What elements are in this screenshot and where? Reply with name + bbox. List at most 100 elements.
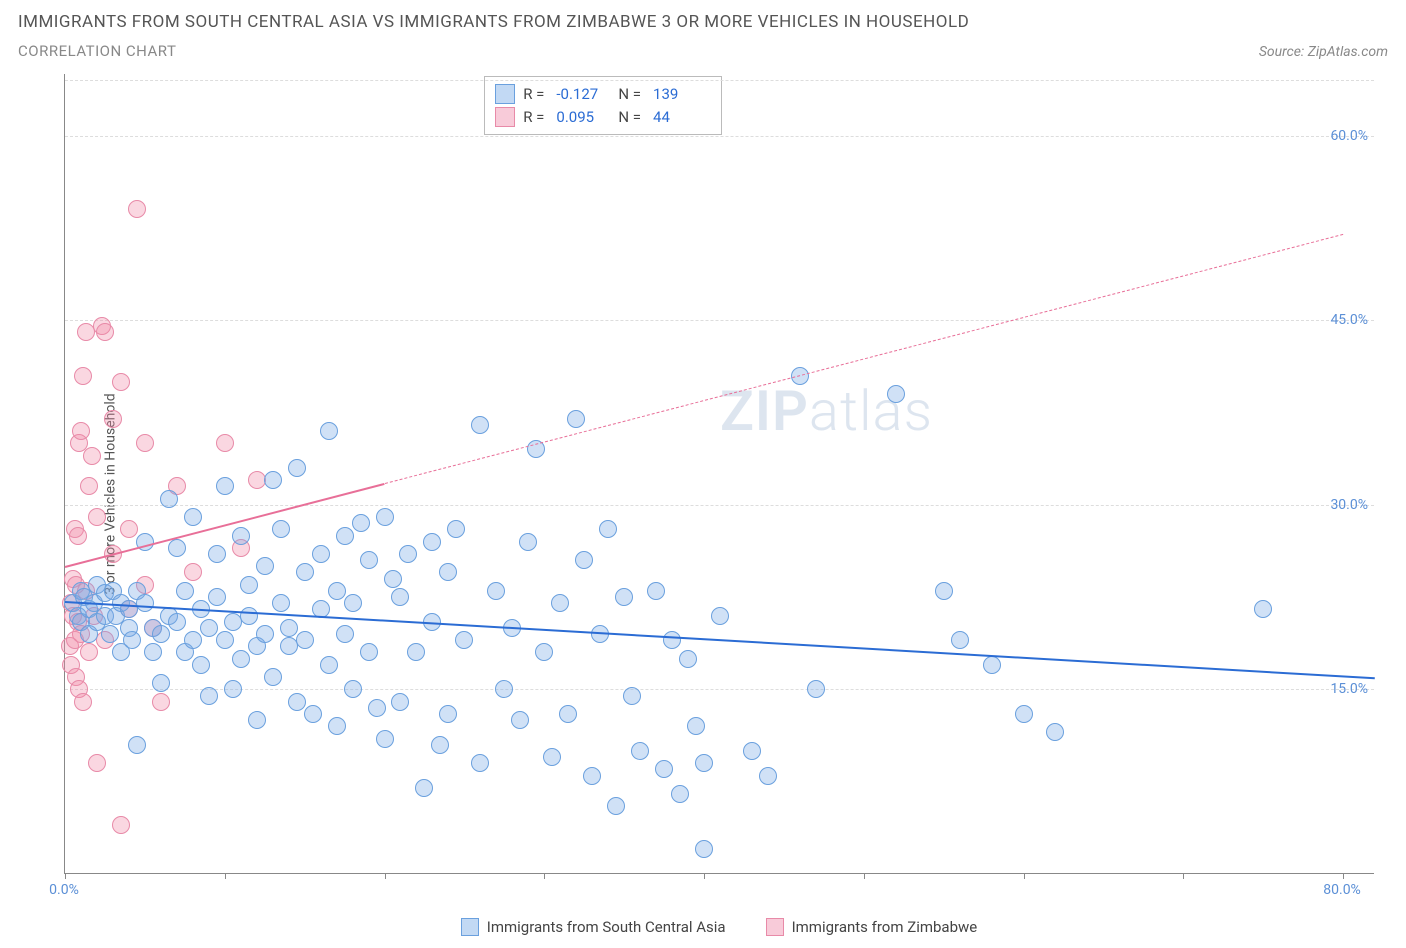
- scatter-point-a: [495, 680, 513, 698]
- scatter-point-a: [304, 705, 322, 723]
- scatter-point-a: [296, 631, 314, 649]
- scatter-point-a: [344, 680, 362, 698]
- scatter-point-a: [168, 539, 186, 557]
- x-tick: [385, 873, 386, 879]
- n-label-b: N =: [618, 106, 641, 129]
- scatter-point-a: [679, 650, 697, 668]
- scatter-point-a: [559, 705, 577, 723]
- scatter-point-a: [136, 594, 154, 612]
- x-tick: [704, 873, 705, 879]
- scatter-point-b: [128, 200, 146, 218]
- swatch-series-a: [495, 84, 515, 104]
- scatter-point-a: [615, 588, 633, 606]
- swatch-series-b: [495, 107, 515, 127]
- scatter-point-a: [391, 588, 409, 606]
- swatch-b-icon: [766, 918, 784, 936]
- legend-label-b: Immigrants from Zimbabwe: [792, 918, 978, 936]
- scatter-point-b: [88, 508, 106, 526]
- gridline: [65, 80, 1374, 81]
- scatter-point-a: [471, 416, 489, 434]
- scatter-point-a: [224, 680, 242, 698]
- scatter-point-a: [248, 711, 266, 729]
- scatter-point-a: [607, 797, 625, 815]
- scatter-point-a: [296, 563, 314, 581]
- chart-subtitle: CORRELATION CHART: [18, 42, 969, 60]
- scatter-point-b: [83, 447, 101, 465]
- trend-line: [384, 234, 1343, 484]
- x-tick: [864, 873, 865, 879]
- scatter-point-a: [208, 588, 226, 606]
- scatter-point-b: [120, 520, 138, 538]
- scatter-point-a: [123, 631, 141, 649]
- scatter-point-a: [671, 785, 689, 803]
- x-tick: [225, 873, 226, 879]
- x-tick: [1343, 873, 1344, 879]
- scatter-point-a: [312, 545, 330, 563]
- scatter-point-a: [983, 656, 1001, 674]
- scatter-point-a: [184, 631, 202, 649]
- r-label-a: R =: [523, 83, 544, 106]
- scatter-point-a: [471, 754, 489, 772]
- scatter-point-a: [152, 625, 170, 643]
- scatter-point-a: [320, 656, 338, 674]
- scatter-point-a: [208, 545, 226, 563]
- scatter-point-a: [399, 545, 417, 563]
- scatter-point-a: [200, 619, 218, 637]
- scatter-point-b: [69, 527, 87, 545]
- scatter-point-a: [935, 582, 953, 600]
- scatter-point-a: [887, 385, 905, 403]
- scatter-point-a: [320, 422, 338, 440]
- scatter-point-a: [240, 576, 258, 594]
- scatter-point-a: [272, 594, 290, 612]
- scatter-point-b: [80, 477, 98, 495]
- scatter-point-a: [336, 527, 354, 545]
- scatter-point-a: [695, 754, 713, 772]
- chart-title: IMMIGRANTS FROM SOUTH CENTRAL ASIA VS IM…: [18, 12, 969, 32]
- scatter-point-a: [535, 643, 553, 661]
- n-value-b: 44: [653, 106, 707, 129]
- scatter-point-b: [136, 434, 154, 452]
- scatter-point-b: [112, 816, 130, 834]
- scatter-point-a: [256, 557, 274, 575]
- scatter-point-a: [328, 717, 346, 735]
- source-label: Source: ZipAtlas.com: [1259, 44, 1388, 60]
- scatter-point-b: [96, 323, 114, 341]
- scatter-point-a: [583, 767, 601, 785]
- scatter-point-a: [376, 730, 394, 748]
- x-tick: [544, 873, 545, 879]
- scatter-point-a: [232, 650, 250, 668]
- scatter-point-b: [80, 643, 98, 661]
- scatter-point-a: [168, 613, 186, 631]
- scatter-point-a: [101, 625, 119, 643]
- scatter-point-a: [1046, 723, 1064, 741]
- scatter-point-a: [423, 533, 441, 551]
- stats-row-b: R = 0.095 N = 44: [495, 106, 707, 129]
- scatter-point-a: [160, 490, 178, 508]
- scatter-point-a: [575, 551, 593, 569]
- scatter-point-a: [631, 742, 649, 760]
- x-tick: [65, 873, 66, 879]
- scatter-point-a: [264, 668, 282, 686]
- swatch-a-icon: [461, 918, 479, 936]
- scatter-point-a: [391, 693, 409, 711]
- scatter-point-b: [184, 563, 202, 581]
- scatter-point-a: [447, 520, 465, 538]
- scatter-point-a: [551, 594, 569, 612]
- y-tick-label: 30.0%: [1330, 497, 1368, 513]
- scatter-point-b: [104, 410, 122, 428]
- r-value-a: -0.127: [556, 83, 610, 106]
- scatter-point-a: [439, 563, 457, 581]
- scatter-point-b: [88, 754, 106, 772]
- scatter-point-a: [663, 631, 681, 649]
- scatter-point-a: [711, 607, 729, 625]
- scatter-point-a: [655, 760, 673, 778]
- scatter-point-a: [567, 410, 585, 428]
- scatter-point-a: [415, 779, 433, 797]
- y-tick-label: 60.0%: [1330, 128, 1368, 144]
- scatter-point-a: [192, 656, 210, 674]
- scatter-point-a: [951, 631, 969, 649]
- scatter-point-b: [74, 693, 92, 711]
- scatter-point-b: [152, 693, 170, 711]
- stats-row-a: R = -0.127 N = 139: [495, 83, 707, 106]
- x-tick-label: 0.0%: [49, 882, 79, 898]
